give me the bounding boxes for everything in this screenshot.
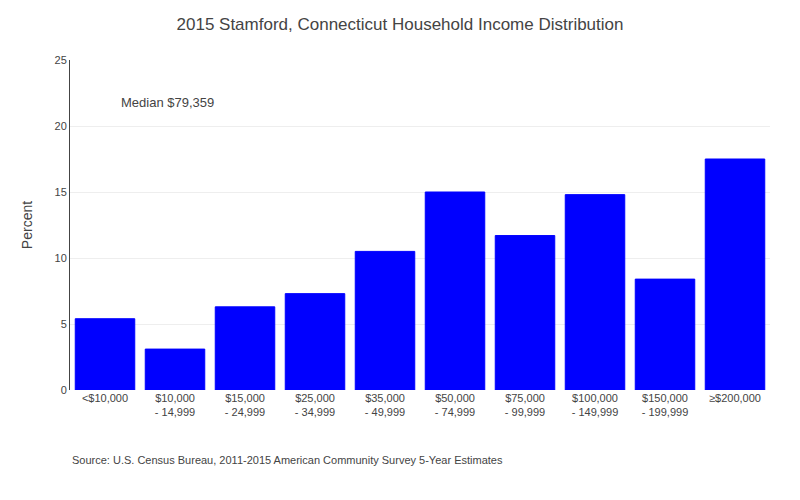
svg-text:25: 25 [55, 54, 67, 66]
svg-text:Source: U.S. Census Bureau, 20: Source: U.S. Census Bureau, 2011-2015 Am… [72, 454, 503, 466]
svg-text:5: 5 [61, 318, 67, 330]
svg-text:Median $79,359: Median $79,359 [121, 95, 214, 110]
svg-text:$10,000- 14,999: $10,000- 14,999 [155, 392, 195, 418]
svg-text:2015 Stamford, Connecticut Hou: 2015 Stamford, Connecticut Household Inc… [177, 15, 624, 34]
svg-text:Percent: Percent [19, 201, 35, 249]
svg-text:15: 15 [55, 186, 67, 198]
svg-text:$100,000- 149,999: $100,000- 149,999 [572, 392, 618, 418]
svg-text:$150,000- 199,999: $150,000- 199,999 [642, 392, 688, 418]
svg-text:20: 20 [55, 120, 67, 132]
svg-text:0: 0 [61, 384, 67, 396]
svg-text:10: 10 [55, 252, 67, 264]
svg-text:<$10,000: <$10,000 [82, 392, 128, 404]
svg-text:≥$200,000: ≥$200,000 [709, 392, 761, 404]
svg-text:$25,000- 34,999: $25,000- 34,999 [295, 392, 335, 418]
svg-text:$15,000- 24,999: $15,000- 24,999 [225, 392, 265, 418]
svg-text:$50,000- 74,999: $50,000- 74,999 [435, 392, 475, 418]
svg-text:$35,000- 49,999: $35,000- 49,999 [365, 392, 405, 418]
svg-text:$75,000- 99,999: $75,000- 99,999 [505, 392, 545, 418]
